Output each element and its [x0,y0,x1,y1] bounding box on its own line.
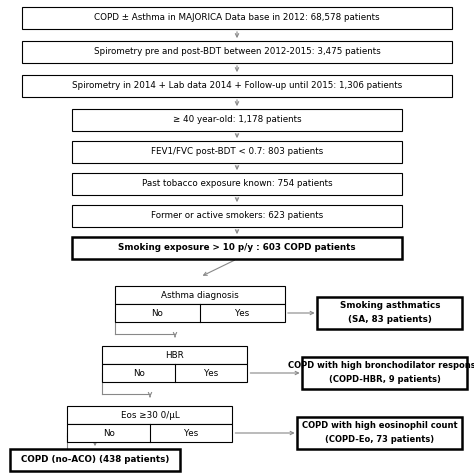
Bar [22,41,452,63]
Text: Asthma diagnosis: Asthma diagnosis [161,290,239,299]
Bar [67,406,233,424]
Text: COPD ± Asthma in MAJORICA Data base in 2012: 68,578 patients: COPD ± Asthma in MAJORICA Data base in 2… [94,13,380,22]
Bar [22,75,452,97]
Text: Spirometry in 2014 + Lab data 2014 + Follow-up until 2015: 1,306 patients: Spirometry in 2014 + Lab data 2014 + Fol… [72,81,402,90]
Text: COPD with high eosinophil count: COPD with high eosinophil count [302,422,458,430]
Bar [72,141,402,163]
Bar [115,304,285,322]
Text: FEV1/FVC post-BDT < 0.7: 803 patients: FEV1/FVC post-BDT < 0.7: 803 patients [151,148,323,157]
Text: COPD (no-ACO) (438 patients): COPD (no-ACO) (438 patients) [21,456,169,465]
Text: ≥ 40 year-old: 1,178 patients: ≥ 40 year-old: 1,178 patients [173,116,301,125]
Text: Smoking exposure > 10 p/y : 603 COPD patients: Smoking exposure > 10 p/y : 603 COPD pat… [118,244,356,252]
Text: No: No [133,368,145,377]
Bar [72,237,402,259]
Bar [10,449,180,471]
Text: Yes: Yes [184,428,199,437]
Bar [67,424,233,442]
Bar [115,286,285,304]
Text: COPD with high bronchodilator response: COPD with high bronchodilator response [288,361,474,370]
Bar [22,7,452,29]
Text: (COPD-Eo, 73 patients): (COPD-Eo, 73 patients) [326,436,435,445]
Text: No: No [152,308,164,317]
Text: Past tobacco exposure known: 754 patients: Past tobacco exposure known: 754 patient… [142,179,332,188]
Bar [102,364,247,382]
Text: (COPD-HBR, 9 patients): (COPD-HBR, 9 patients) [329,376,441,385]
Text: Spirometry pre and post-BDT between 2012-2015: 3,475 patients: Spirometry pre and post-BDT between 2012… [94,48,380,57]
Text: Smoking asthmatics: Smoking asthmatics [340,301,440,310]
Text: Eos ≥30 0/μL: Eos ≥30 0/μL [120,410,179,419]
Bar [298,417,463,449]
Bar [72,173,402,195]
Bar [302,357,467,389]
Bar [72,205,402,227]
Text: HBR: HBR [165,350,184,359]
Text: Yes: Yes [236,308,250,317]
Bar [72,109,402,131]
Text: (SA, 83 patients): (SA, 83 patients) [348,316,432,325]
Text: Yes: Yes [204,368,219,377]
Bar [102,346,247,364]
Text: No: No [103,428,115,437]
Bar [318,297,463,329]
Text: Former or active smokers: 623 patients: Former or active smokers: 623 patients [151,211,323,220]
